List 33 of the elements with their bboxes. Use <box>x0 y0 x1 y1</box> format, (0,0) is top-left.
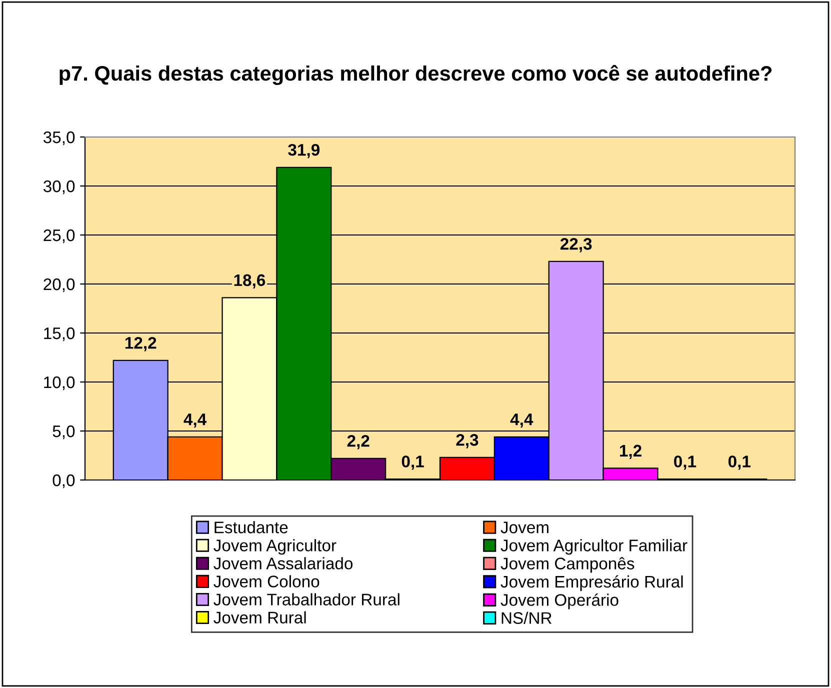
legend-label: Jovem Assalariado <box>214 557 353 570</box>
legend-label: Jovem Operário <box>500 593 618 610</box>
y-tick-label: 20,0 <box>44 278 75 292</box>
data-label: 2,3 <box>456 434 478 448</box>
data-label: 4,4 <box>510 414 534 428</box>
y-tick-label: 10,0 <box>44 376 75 390</box>
data-label: 0,1 <box>674 456 696 470</box>
data-label: 12,2 <box>125 337 156 352</box>
legend-label: Jovem Trabalhador Rural <box>214 593 400 606</box>
data-label: 0,1 <box>402 456 424 470</box>
legend-label: Jovem Agricultor <box>214 539 336 555</box>
data-label: 2,2 <box>347 435 370 450</box>
data-label: 1,2 <box>620 444 642 460</box>
legend-label: Jovem Agricultor Familiar <box>500 539 688 555</box>
legend-label: Estudante <box>214 521 288 534</box>
y-tick-label: 0,0 <box>52 474 75 488</box>
y-tick-label: 30,0 <box>43 180 75 194</box>
y-tick-label: 5,0 <box>52 425 75 440</box>
data-label: 4,4 <box>184 414 207 428</box>
y-tick-label: 15,0 <box>44 327 75 342</box>
legend-label: Jovem <box>500 522 548 534</box>
data-label: 0,1 <box>728 456 751 470</box>
legend-label: Jovem Rural <box>214 611 306 624</box>
legend-label: Jovem Empresário Rural <box>500 575 683 591</box>
legend-label: NS/NR <box>502 612 552 624</box>
chart-title: p7. Quais destas categorias melhor descreve como você se autodefine? <box>60 65 772 85</box>
y-tick-label: 35,0 <box>43 131 75 146</box>
data-label: 31,9 <box>288 144 320 158</box>
y-tick-label: 25,0 <box>44 229 75 244</box>
legend-label: Jovem Camponês <box>500 557 634 573</box>
legend-label: Jovem Colono <box>214 575 320 588</box>
data-label: 22,3 <box>560 238 592 252</box>
data-label: 18,6 <box>234 274 266 289</box>
